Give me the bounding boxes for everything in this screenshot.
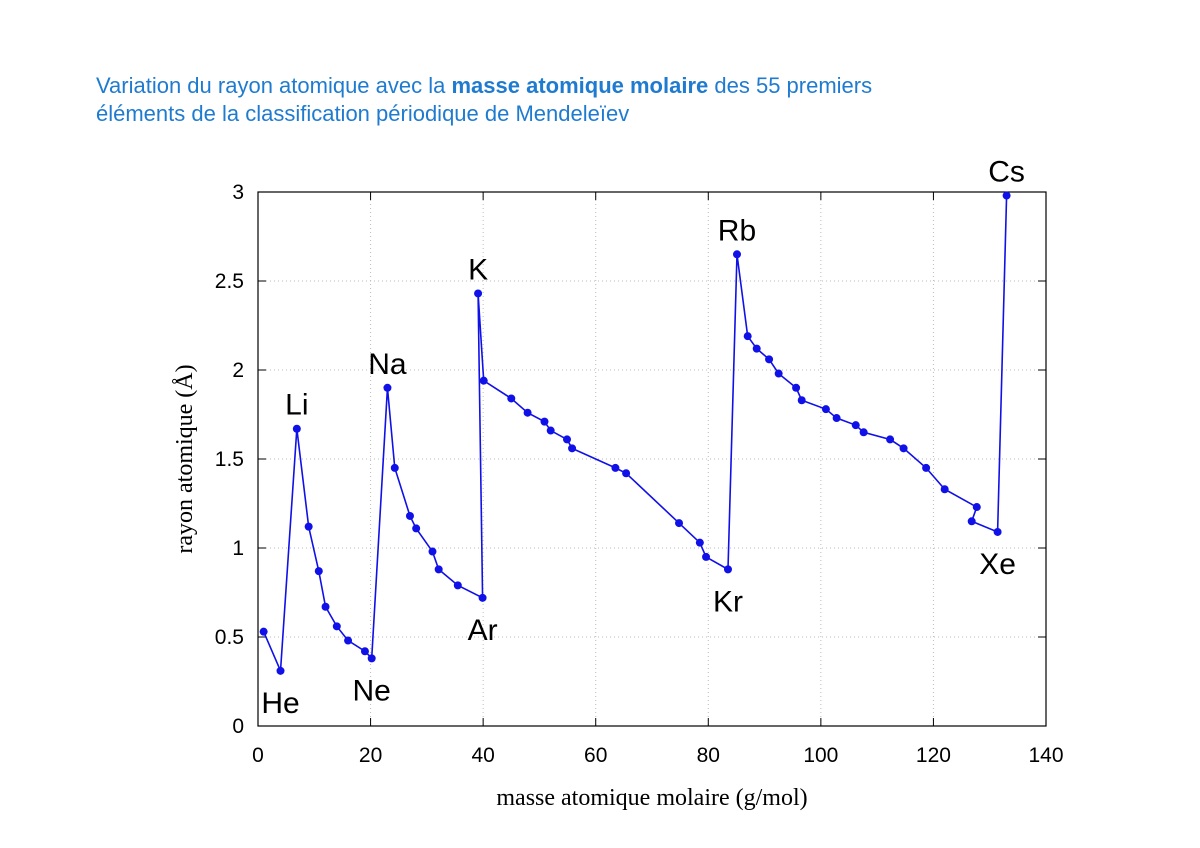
- data-point: [383, 383, 392, 392]
- point-label: K: [468, 253, 488, 286]
- data-point: [675, 519, 684, 528]
- data-point: [314, 567, 323, 576]
- data-point: [859, 428, 868, 437]
- data-point: [507, 394, 516, 403]
- data-point: [332, 622, 341, 631]
- data-point: [723, 565, 732, 574]
- data-point: [752, 344, 761, 353]
- data-point: [792, 383, 801, 392]
- data-line: [262, 195, 1008, 672]
- data-point: [434, 565, 443, 574]
- data-point: [765, 355, 774, 364]
- data-point: [922, 463, 931, 472]
- data-point: [478, 593, 487, 602]
- y-axis-title: rayon atomique (Å): [172, 364, 198, 553]
- data-point: [367, 654, 376, 663]
- y-tick-label: 1.5: [215, 448, 244, 471]
- data-point: [993, 527, 1002, 536]
- data-point: [702, 552, 711, 561]
- point-label: Ne: [353, 674, 391, 707]
- data-point: [259, 627, 268, 636]
- data-point: [453, 581, 462, 590]
- data-point: [743, 332, 752, 341]
- data-point: [1002, 191, 1011, 200]
- data-point: [321, 602, 330, 611]
- x-tick-label: 40: [471, 744, 494, 767]
- x-tick-label: 80: [697, 744, 720, 767]
- y-tick-label: 1: [232, 537, 244, 560]
- data-point: [428, 547, 437, 556]
- data-point: [344, 636, 353, 645]
- point-label: Rb: [718, 214, 756, 247]
- x-tick-label: 0: [252, 744, 264, 767]
- data-point: [821, 405, 830, 414]
- point-label: Ar: [468, 614, 498, 647]
- data-point: [972, 503, 981, 512]
- point-label: Li: [285, 389, 308, 422]
- x-tick-label: 140: [1028, 744, 1063, 767]
- data-point: [540, 417, 549, 426]
- data-point: [967, 517, 976, 526]
- point-label: Cs: [988, 156, 1025, 189]
- x-tick-label: 100: [803, 744, 838, 767]
- title-part: masse atomique molaire: [451, 73, 709, 98]
- data-point: [276, 666, 285, 675]
- data-point: [292, 424, 301, 433]
- data-point: [405, 511, 414, 520]
- point-label: Xe: [979, 548, 1016, 581]
- title-part: éléments de la classification périodique…: [96, 101, 630, 126]
- data-point: [886, 435, 895, 444]
- data-point: [695, 538, 704, 547]
- data-point: [732, 250, 741, 259]
- data-point: [563, 435, 572, 444]
- title-part: des 55 premiers: [708, 73, 873, 98]
- x-axis-title: masse atomique molaire (g/mol): [496, 785, 807, 811]
- point-label: He: [261, 687, 299, 720]
- data-point: [546, 426, 555, 435]
- data-point: [851, 421, 860, 430]
- data-point: [568, 444, 577, 453]
- y-tick-label: 2: [232, 359, 244, 382]
- chart-title: Variation du rayon atomique avec la mass…: [96, 72, 872, 128]
- point-label: Na: [368, 348, 407, 381]
- title-part: Variation du rayon atomique avec la: [96, 73, 452, 98]
- data-point: [412, 524, 421, 533]
- data-point: [479, 376, 488, 385]
- y-tick-label: 0: [232, 715, 244, 738]
- x-tick-label: 20: [359, 744, 382, 767]
- data-point: [360, 647, 369, 656]
- x-tick-label: 120: [916, 744, 951, 767]
- data-point: [832, 414, 841, 423]
- data-point: [304, 522, 313, 531]
- data-point: [523, 408, 532, 417]
- y-tick-label: 0.5: [215, 626, 244, 649]
- y-tick-label: 3: [232, 181, 244, 204]
- point-label: Kr: [713, 585, 743, 618]
- data-point: [774, 369, 783, 378]
- data-point: [611, 463, 620, 472]
- y-tick-label: 2.5: [215, 270, 244, 293]
- data-point: [622, 469, 631, 478]
- data-point: [899, 444, 908, 453]
- plot-frame: [257, 191, 1047, 727]
- data-point: [797, 396, 806, 405]
- data-point: [390, 463, 399, 472]
- x-tick-label: 60: [584, 744, 607, 767]
- data-point: [474, 289, 483, 298]
- data-point: [940, 485, 949, 494]
